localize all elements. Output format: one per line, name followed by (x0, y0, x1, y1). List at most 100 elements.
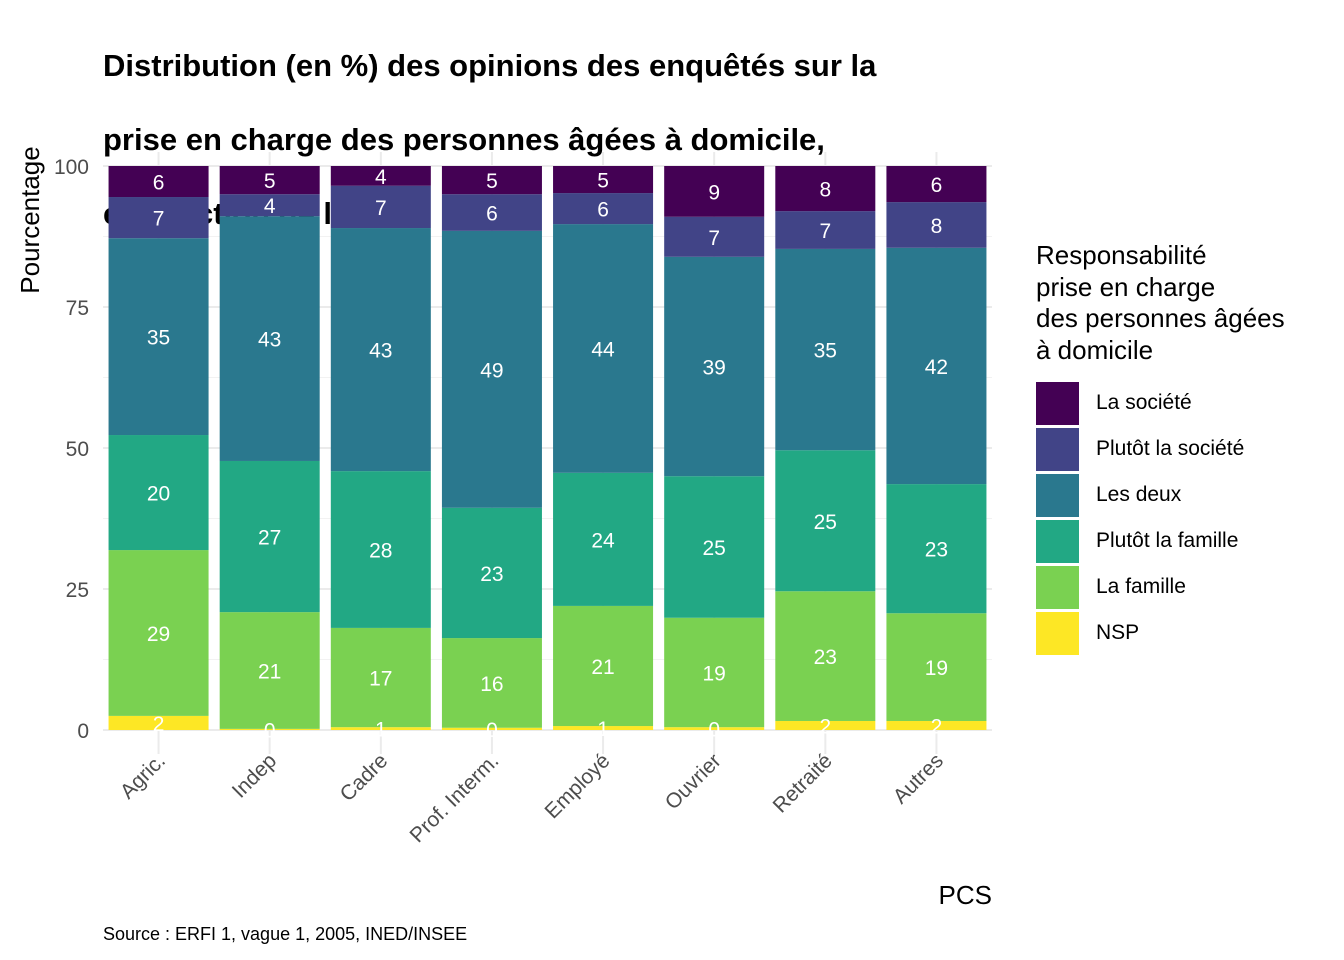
y-tick-label: 100 (54, 156, 89, 179)
legend-item: NSP (1036, 610, 1285, 656)
data-label: 25 (703, 537, 726, 560)
y-tick-label: 25 (66, 579, 89, 602)
data-label: 21 (591, 656, 614, 679)
data-label: 7 (153, 208, 165, 231)
data-label: 29 (147, 623, 170, 646)
data-label: 0 (486, 719, 498, 742)
bar-segment (441, 166, 542, 195)
x-tick-label: Retraité (769, 749, 837, 817)
bar-segment (553, 224, 654, 473)
bar-segment (886, 720, 987, 730)
data-label: 35 (814, 340, 837, 363)
data-label: 1 (597, 718, 609, 741)
data-labels: 2292035760212743451172843740162349651212… (147, 166, 948, 743)
bar-segment (330, 627, 431, 728)
legend-label: Plutôt la famille (1096, 529, 1239, 552)
legend-swatch (1036, 519, 1079, 563)
bar-segment (219, 728, 320, 730)
bar-segment (330, 228, 431, 472)
bar-segment (219, 216, 320, 461)
legend-item: La famille (1036, 564, 1285, 610)
x-tick-label: Employé (541, 749, 615, 823)
legend-swatch (1036, 611, 1079, 655)
data-label: 2 (819, 715, 831, 738)
legend-label: NSP (1096, 621, 1140, 644)
data-label: 6 (597, 199, 609, 222)
bar-segment (775, 211, 876, 249)
bar-segment (330, 727, 431, 730)
legend-item: Les deux (1036, 472, 1285, 518)
data-label: 5 (264, 170, 276, 193)
data-label: 24 (591, 529, 615, 552)
bar-segment (108, 435, 209, 551)
bar-segment (664, 166, 765, 217)
bar-segment (330, 185, 431, 229)
data-label: 23 (925, 539, 948, 562)
bar-segment (775, 450, 876, 592)
legend-title-line-1: Responsabilité (1036, 240, 1207, 270)
x-tick-label: Autres (889, 749, 948, 808)
x-tick-labels: Agric. Indep Cadre Prof. Interm. Employé Ouvr… (116, 749, 948, 847)
legend-title-line-4: à domicile (1036, 334, 1154, 365)
bar-segment (664, 727, 765, 730)
bar-segment (108, 715, 209, 730)
legend-title-line-3: des personnes âgées (1036, 303, 1285, 333)
bar-segment (775, 591, 876, 721)
bar-segment (664, 476, 765, 618)
data-label: 5 (597, 170, 609, 193)
data-label: 44 (591, 338, 615, 361)
x-tick-label: Cadre (336, 749, 393, 806)
data-label: 21 (258, 660, 281, 683)
data-label: 25 (814, 511, 837, 534)
data-label: 43 (258, 329, 281, 352)
x-tick-label: Agric. (116, 749, 170, 803)
data-label: 6 (931, 174, 943, 197)
bar-segment (775, 720, 876, 730)
legend-label: Plutôt la société (1096, 437, 1245, 460)
bar-segment (553, 605, 654, 727)
data-label: 1 (375, 719, 387, 742)
y-tick-label: 0 (77, 720, 89, 743)
data-label: 6 (486, 203, 498, 226)
bar-segment (441, 507, 542, 639)
data-label: 27 (258, 527, 281, 550)
bar-segment (775, 166, 876, 212)
data-label: 4 (375, 166, 387, 189)
bar-segment (441, 194, 542, 231)
bar-segment (886, 613, 987, 721)
data-label: 0 (264, 719, 276, 742)
bar-segment (775, 248, 876, 451)
bar-segment (219, 612, 320, 729)
bar-segment (886, 247, 987, 485)
data-label: 43 (369, 340, 392, 363)
chart-title-line-1: Distribution (en %) des opinions des enq… (103, 48, 877, 83)
bar-segment (441, 230, 542, 508)
data-label: 17 (369, 668, 392, 691)
legend-label: Les deux (1096, 483, 1182, 506)
bar-segment (219, 460, 320, 613)
bar-segment (553, 726, 654, 730)
data-label: 8 (819, 179, 831, 202)
bar-segment (108, 550, 209, 716)
bar-segment (330, 471, 431, 628)
data-label: 7 (819, 220, 831, 243)
data-label: 6 (153, 172, 165, 195)
bar-segment (441, 727, 542, 730)
bar-segment (886, 484, 987, 614)
x-tick-label: Prof. Interm. (406, 749, 504, 847)
bar-segment (664, 617, 765, 728)
bar-segment (553, 166, 654, 194)
data-label: 23 (480, 563, 503, 586)
legend-swatch (1036, 565, 1079, 609)
legend-title: Responsabilité prise en charge des perso… (1036, 240, 1285, 366)
bar-segment (108, 197, 209, 239)
x-tick-label: Ouvrier (661, 749, 726, 814)
data-label: 39 (703, 357, 726, 380)
bars (108, 166, 987, 730)
bar-segment (886, 166, 987, 203)
bar-segment (553, 193, 654, 225)
data-label: 42 (925, 356, 948, 379)
legend-title-line-2: prise en charge (1036, 271, 1216, 302)
legend-swatch (1036, 381, 1079, 425)
